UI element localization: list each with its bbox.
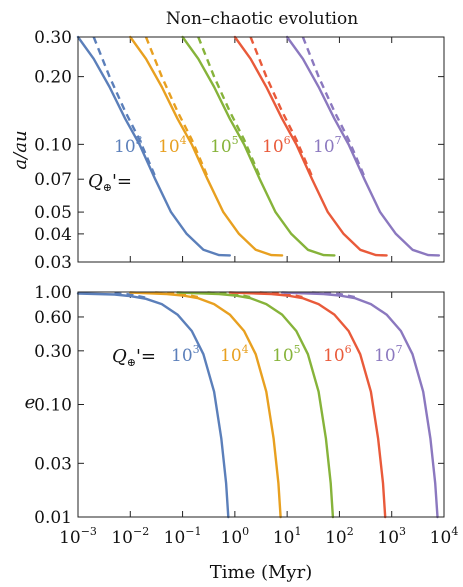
bottom-series-label-0: 103	[171, 343, 200, 366]
top-series-label-3: 106	[262, 134, 291, 157]
bottom-xtick-label: 10−3	[59, 525, 97, 548]
xtick-base: 10	[377, 528, 399, 548]
top-panel: Non–chaotic evolution 0.300.200.100.070.…	[10, 9, 445, 273]
top-ytick-label: 0.20	[34, 68, 72, 88]
bottom-series-dashed-0	[114, 292, 147, 299]
top-series-line-0	[76, 35, 232, 257]
top-series-labels: 103 104 105 106 107	[114, 134, 342, 157]
bottom-series-line-3	[228, 291, 387, 519]
bottom-series-line-1	[129, 291, 282, 519]
top-series-dashed-3	[249, 36, 314, 177]
bottom-ytick-label: 0.10	[34, 396, 72, 416]
bottom-ytick-label: 1.00	[34, 283, 72, 303]
top-series-label-4: 107	[313, 134, 342, 157]
xtick-base: 10	[59, 528, 81, 548]
bottom-ytick-labels: 1.00 0.60 0.30 0.10 0.03 0.01	[34, 283, 72, 528]
bottom-xtick-label: 102	[325, 525, 354, 548]
top-series-dashed-2	[197, 36, 261, 177]
bottom-series-labels: 103 104 105 106 107	[171, 343, 403, 366]
top-ytick-label: 0.10	[34, 135, 72, 155]
top-series-dashed-1	[144, 36, 209, 177]
top-series-line-2	[181, 35, 336, 257]
xtick-exp: 1	[294, 525, 301, 538]
top-series-line-4	[285, 35, 441, 257]
top-q-subscript: ⊕	[103, 181, 112, 194]
bottom-xtick-label: 103	[377, 525, 406, 548]
top-series-dashed-4	[301, 36, 366, 177]
bottom-ytick-label: 0.03	[34, 454, 72, 474]
bottom-series-label-1: 104	[220, 343, 249, 366]
top-ytick-label: 0.30	[34, 28, 72, 48]
bottom-series	[76, 291, 439, 519]
bottom-ytick-label: 0.01	[34, 508, 72, 528]
top-series-label-1: 104	[158, 134, 187, 157]
bottom-ylabel: e	[25, 392, 36, 413]
top-ytick-label: 0.03	[34, 253, 72, 273]
xtick-exp: 0	[242, 525, 249, 538]
top-q-letter: Q	[88, 171, 103, 192]
top-plot-frame	[77, 36, 445, 263]
bottom-xtick-label: 100	[221, 525, 250, 548]
bottom-xlabel: Time (Myr)	[210, 562, 312, 583]
bottom-q-subscript: ⊕	[127, 356, 136, 369]
top-ytick-label: 0.04	[34, 225, 72, 245]
bottom-series-line-4	[280, 291, 439, 519]
bottom-series-label-4: 107	[374, 343, 403, 366]
bottom-series-line-0	[76, 292, 230, 519]
top-series	[76, 35, 441, 257]
bottom-q-annotation: Q⊕'=	[112, 346, 156, 369]
top-q-annotation: Q⊕'=	[88, 171, 132, 194]
bottom-ticks	[77, 291, 445, 518]
top-ytick-label: 0.05	[34, 203, 72, 223]
top-series-label-0: 103	[114, 134, 143, 157]
top-ytick-labels: 0.30 0.20 0.10 0.07 0.050.04 0.03	[34, 28, 72, 273]
xtick-exp: −1	[185, 525, 201, 538]
bottom-q-suffix: '=	[136, 346, 156, 367]
bottom-xtick-label: 104	[430, 525, 459, 548]
bottom-series-line-2	[176, 291, 335, 519]
bottom-series-dashed-3	[259, 291, 304, 299]
bottom-ytick-label: 0.60	[34, 308, 72, 328]
xtick-base: 10	[273, 528, 295, 548]
bottom-plot-frame	[77, 291, 445, 518]
xtick-base: 10	[325, 528, 347, 548]
bottom-series-label-3: 106	[323, 343, 352, 366]
top-series-dashed-0	[92, 36, 157, 177]
bottom-ytick-label: 0.30	[34, 342, 72, 362]
top-ylabel: a/au	[10, 130, 31, 169]
bottom-q-letter: Q	[112, 346, 127, 367]
bottom-series-dashed-2	[207, 291, 251, 299]
bottom-xtick-label: 10−1	[164, 525, 202, 548]
xtick-exp: −3	[81, 525, 97, 538]
xtick-exp: 4	[451, 525, 458, 538]
xtick-exp: 3	[399, 525, 406, 538]
bottom-xtick-labels: 10−3 10−2 10−1 100 101 102 103 104	[59, 525, 458, 548]
xtick-base: 10	[221, 528, 243, 548]
xtick-exp: −2	[133, 525, 149, 538]
xtick-base: 10	[164, 528, 186, 548]
bottom-xtick-label: 101	[273, 525, 302, 548]
top-chart-title: Non–chaotic evolution	[166, 9, 358, 29]
top-q-suffix: '=	[112, 171, 132, 192]
top-series-label-2: 105	[210, 134, 239, 157]
xtick-base: 10	[430, 528, 452, 548]
top-series-line-3	[233, 35, 388, 257]
bottom-series-dashed-1	[155, 291, 199, 299]
bottom-series-dashed-4	[312, 291, 356, 299]
bottom-xtick-label: 10−2	[111, 525, 149, 548]
bottom-series-label-2: 105	[272, 343, 301, 366]
xtick-exp: 2	[347, 525, 354, 538]
bottom-panel: 1.000.600.300.100.030.01 10−3 10−2 10−1 100…	[25, 283, 459, 583]
xtick-base: 10	[111, 528, 133, 548]
top-series-line-1	[129, 35, 284, 257]
top-ytick-label: 0.07	[34, 170, 72, 190]
